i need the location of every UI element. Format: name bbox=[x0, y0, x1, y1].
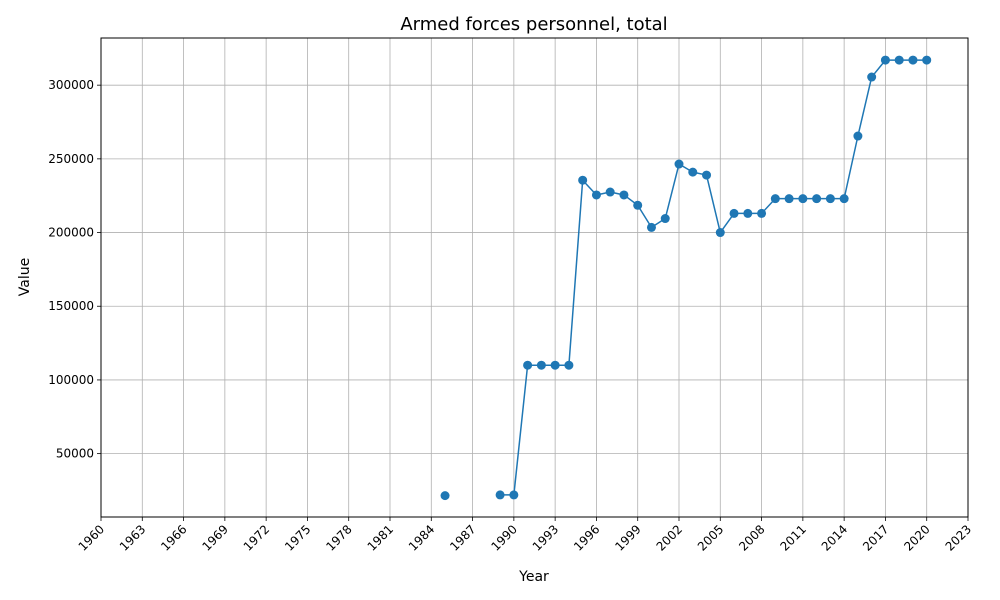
series-line bbox=[500, 59, 927, 496]
data-point bbox=[495, 490, 505, 500]
data-point bbox=[633, 200, 643, 210]
data-point bbox=[509, 490, 519, 500]
data-series bbox=[440, 55, 932, 501]
y-axis-ticks: 50000 100000 150000 200000 250000 300000 bbox=[48, 78, 101, 461]
data-point bbox=[578, 175, 588, 185]
data-point bbox=[688, 167, 698, 177]
data-point bbox=[798, 194, 808, 204]
data-point bbox=[591, 190, 601, 200]
data-point bbox=[674, 159, 684, 169]
data-point bbox=[880, 55, 890, 65]
data-point bbox=[812, 194, 822, 204]
plot-frame bbox=[100, 37, 969, 518]
y-axis-label: Value bbox=[17, 258, 33, 296]
data-point bbox=[646, 222, 656, 232]
data-point bbox=[536, 360, 546, 370]
data-point bbox=[867, 72, 877, 82]
data-point bbox=[922, 55, 932, 65]
y-tick-label: 100000 bbox=[48, 373, 94, 387]
chart-title: Armed forces personnel, total bbox=[400, 14, 667, 35]
data-point bbox=[550, 360, 560, 370]
data-point bbox=[770, 194, 780, 204]
y-tick-label: 250000 bbox=[48, 152, 94, 166]
data-point bbox=[757, 208, 767, 218]
data-point bbox=[894, 55, 904, 65]
y-tick-label: 50000 bbox=[56, 447, 94, 461]
data-point bbox=[619, 190, 629, 200]
data-point bbox=[564, 360, 574, 370]
y-tick-label: 200000 bbox=[48, 226, 94, 240]
data-point bbox=[523, 360, 533, 370]
data-point bbox=[853, 131, 863, 141]
data-point bbox=[715, 228, 725, 238]
data-point bbox=[743, 208, 753, 218]
data-point bbox=[729, 208, 739, 218]
data-point bbox=[605, 187, 615, 197]
x-axis-label: Year bbox=[518, 569, 549, 585]
data-point bbox=[908, 55, 918, 65]
data-point bbox=[839, 194, 849, 204]
y-tick-label: 150000 bbox=[48, 299, 94, 313]
data-point bbox=[702, 170, 712, 180]
grid bbox=[100, 38, 969, 517]
data-point bbox=[440, 491, 450, 501]
data-point bbox=[784, 194, 794, 204]
y-tick-label: 300000 bbox=[48, 78, 94, 92]
data-point bbox=[660, 214, 670, 224]
data-point bbox=[825, 194, 835, 204]
